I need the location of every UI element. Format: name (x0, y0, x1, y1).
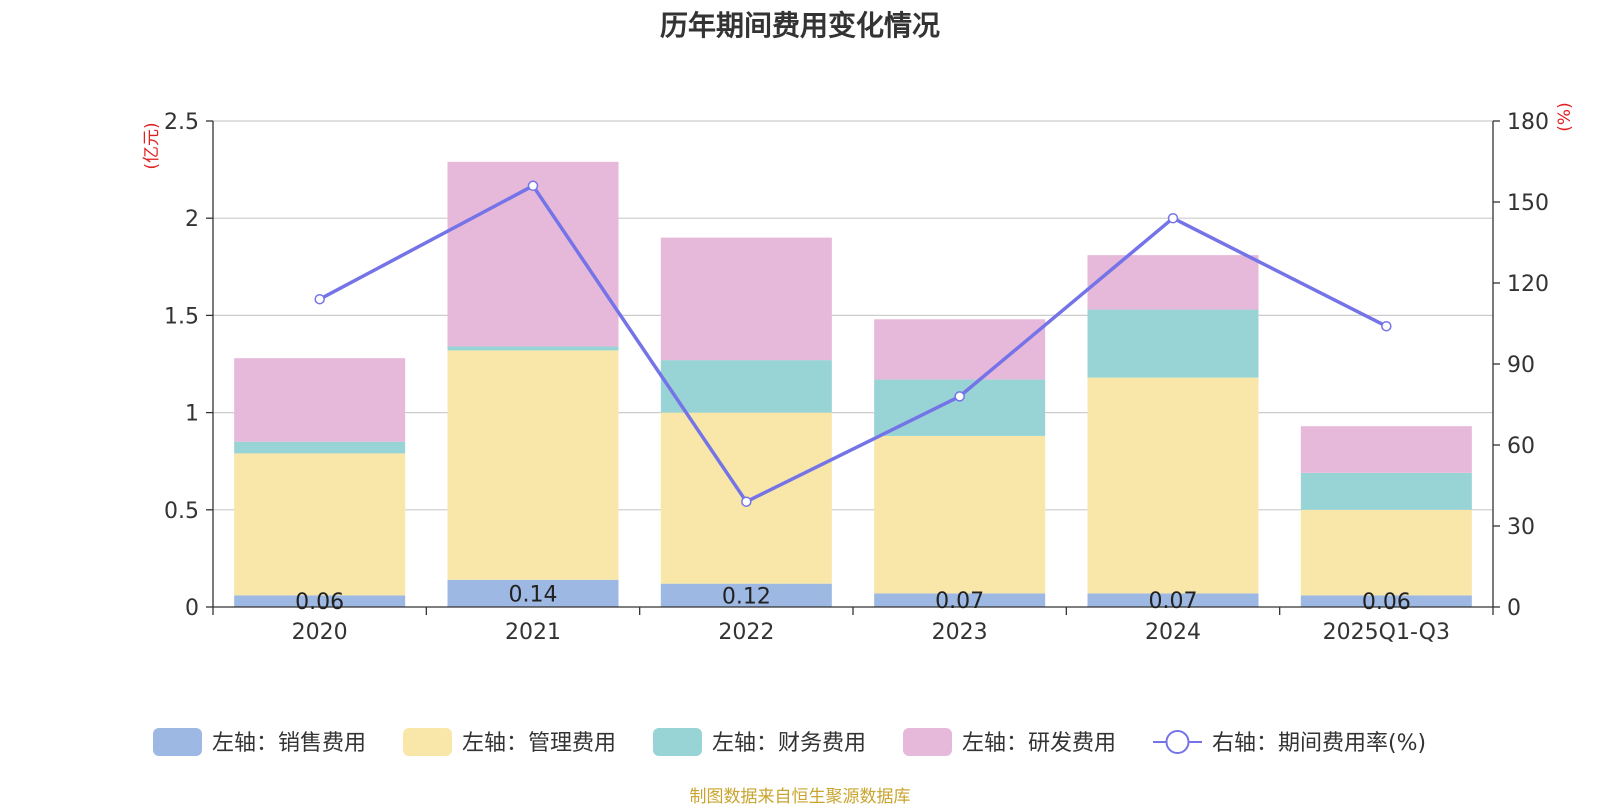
bar-segment (1087, 593, 1259, 607)
data-labels: 0.06 0.14 0.12 0.07 0.07 0.06 (295, 582, 1411, 615)
left-tick-label: 0.5 (164, 499, 199, 524)
bar-value-label: 0.06 (1362, 590, 1411, 615)
left-tick-label: 1.5 (164, 304, 199, 329)
bar-segment (660, 237, 832, 361)
x-tick-label: 2023 (932, 620, 988, 645)
legend-swatch (153, 728, 202, 756)
right-tick-label: 150 (1507, 191, 1549, 216)
bar-segment (660, 360, 832, 413)
right-tick-label: 90 (1507, 353, 1535, 378)
rate-line-path (318, 184, 1388, 504)
legend-label: 右轴：期间费用率(%) (1212, 731, 1426, 756)
right-tick-label: 30 (1507, 515, 1535, 540)
rate-point (527, 180, 539, 192)
rate-point (954, 391, 965, 402)
bars (234, 161, 1472, 607)
right-axis-unit: (%) (1555, 102, 1575, 131)
legend-swatch (403, 728, 452, 756)
legend-label: 左轴：管理费用 (462, 731, 616, 756)
bar-segment (1300, 509, 1472, 596)
legend-swatch (903, 728, 952, 756)
x-tick-label: 2021 (505, 620, 561, 645)
bar-segment (234, 453, 406, 596)
legend-marker (1165, 730, 1190, 754)
bar-segment (1300, 426, 1472, 473)
x-tick-label: 2022 (718, 620, 774, 645)
rate-point (1167, 212, 1179, 224)
bar-value-label: 0.07 (935, 589, 984, 614)
gridlines (213, 120, 1493, 511)
bar-segment (874, 379, 1046, 436)
bar-segment (874, 319, 1046, 380)
bar-segment (447, 161, 619, 347)
legend-swatch (653, 728, 702, 756)
left-tick-label: 2.5 (164, 110, 199, 135)
bar-value-label: 0.06 (295, 590, 344, 615)
bar-segment (447, 346, 619, 351)
right-tick-label: 180 (1507, 110, 1549, 135)
right-tick-label: 120 (1507, 272, 1549, 297)
legend-label: 左轴：研发费用 (962, 731, 1116, 756)
bar-value-label: 0.12 (722, 584, 771, 609)
legend-label: 左轴：销售费用 (212, 731, 366, 756)
bar-segment (234, 441, 406, 454)
x-tick-label: 2025Q1-Q3 (1323, 620, 1450, 645)
bar-segment (874, 435, 1046, 594)
left-tick-label: 0 (185, 596, 199, 621)
bar-segment (447, 350, 619, 580)
x-tick-label: 2020 (292, 620, 348, 645)
bar-segment (1300, 472, 1472, 510)
bar-segment (874, 593, 1046, 607)
rate-point (314, 293, 325, 305)
rate-line (314, 180, 1392, 507)
bar-segment (234, 358, 406, 442)
axes: 0 0.5 1 1.5 2 2.5 0 30 60 90 120 150 180 2020 2021 2022… (142, 102, 1575, 645)
data-source-note: 制图数据来自恒生聚源数据库 (689, 787, 911, 807)
right-tick-label: 60 (1507, 434, 1535, 459)
legend-label: 左轴：财务费用 (712, 731, 866, 756)
left-axis-unit: (亿元) (142, 122, 162, 169)
bar-value-label: 0.14 (509, 582, 558, 607)
left-tick-label: 2 (185, 207, 199, 232)
rate-point (741, 496, 752, 507)
bar-segment (1087, 255, 1259, 310)
x-tick-label: 2024 (1145, 620, 1201, 645)
bar-segment (1087, 377, 1259, 594)
bar-segment (1300, 595, 1472, 607)
right-tick-label: 0 (1507, 596, 1521, 621)
left-tick-label: 1 (185, 402, 199, 427)
bar-segment (234, 595, 406, 607)
legend: 左轴：销售费用 左轴：管理费用 左轴：财务费用 左轴：研发费用 右轴：期间费用率(%) (153, 728, 1426, 756)
bar-segment (660, 583, 832, 607)
chart-title: 历年期间费用变化情况 (659, 9, 940, 42)
bar-segment (1087, 309, 1259, 378)
bar-value-label: 0.07 (1149, 589, 1198, 614)
bar-segment (447, 579, 619, 607)
rate-point (1381, 320, 1392, 332)
